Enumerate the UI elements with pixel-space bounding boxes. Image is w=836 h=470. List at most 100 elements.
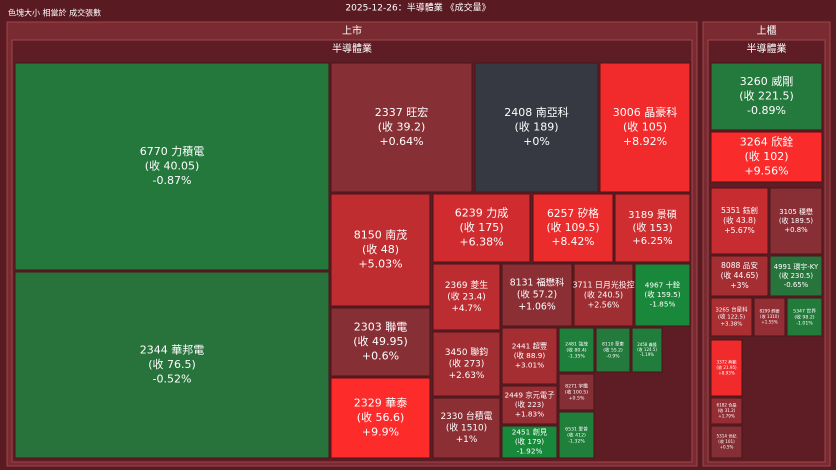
tile-change-label: -1.85% (650, 300, 676, 309)
tile-change-label: +2.63% (449, 371, 485, 381)
tile-close-label: (收 109.5) (546, 221, 599, 234)
tile-name: 5351 鈺創 (721, 205, 758, 215)
tile-name: 8271 宇瞻 (565, 382, 588, 389)
sector-name: 半導體業 (332, 42, 372, 55)
tile-name: 2329 華泰 (354, 396, 408, 410)
tile-name: 2303 聯電 (354, 321, 408, 334)
tile-close-label: (收 122.5) (718, 313, 745, 321)
tile (710, 425, 743, 459)
tile-change-label: -1.19% (640, 352, 654, 357)
tile (474, 62, 599, 193)
tile (710, 255, 769, 297)
tile-change-label: +0% (523, 135, 550, 148)
tile-change-label: +0.5% (569, 396, 585, 402)
tile-change-label: +3.38% (720, 322, 742, 328)
tile-name: 3372 典範 (717, 359, 737, 365)
tile-name: 6770 力積電 (140, 144, 205, 158)
tile-name: 2344 華邦電 (140, 344, 205, 357)
tile-name: 3450 聯鈞 (445, 346, 488, 358)
tile-close-label: (收 153) (632, 221, 672, 234)
tile (532, 193, 614, 263)
tile-change-label: +0.64% (379, 135, 423, 148)
tile-name: 8110 華東 (602, 341, 624, 348)
tile (432, 263, 501, 331)
tile-name: 6257 矽格 (547, 207, 599, 220)
tile-change-label: +0.5% (720, 444, 734, 449)
tile (634, 263, 691, 327)
tile (501, 327, 558, 385)
tile (710, 131, 823, 183)
tile (330, 307, 431, 377)
tile-change-label: +6.25% (632, 236, 672, 247)
tile-change-label: +1% (456, 435, 478, 445)
tile (558, 373, 595, 411)
tile-name: 8131 福懋科 (510, 276, 565, 288)
sector-name: 半導體業 (747, 42, 787, 55)
tile-name: 8299 群聯 (760, 308, 780, 314)
tile-name: 4991 環宇-KY (774, 262, 819, 271)
tile (14, 271, 330, 459)
tile (558, 327, 595, 373)
tile-close-label: (收 179) (515, 437, 544, 446)
tile-name: 4967 十銓 (645, 280, 681, 289)
tile-change-label: -1.32% (568, 439, 585, 445)
tile-name: 3105 穩懋 (779, 207, 813, 216)
tile (14, 62, 330, 271)
tile-close-label: (收 273) (449, 358, 485, 370)
size-note: 色塊大小 相當於 成交張數 (8, 8, 101, 18)
tile (631, 327, 663, 373)
tile (710, 187, 769, 255)
tile-name: 3711 日月光投控 (572, 279, 634, 289)
tile (558, 411, 595, 459)
tile-close-label: (收 221.5) (739, 89, 794, 103)
tile-name: 3006 晶豪科 (613, 105, 678, 119)
tile-close-label: (收 175) (459, 220, 503, 234)
tile (769, 187, 823, 255)
tile-close-label: (收 49.95) (353, 334, 408, 348)
tile (753, 297, 786, 337)
tile (769, 255, 823, 297)
group-name: 上市 (342, 24, 362, 37)
tile-change-label: +1.83% (515, 410, 544, 419)
tile-change-label: -1.01% (796, 321, 813, 327)
tile-close-label: (收 412) (567, 432, 586, 439)
tile-change-label: +5.67% (724, 226, 755, 235)
tile-close-label: (收 230.5) (779, 271, 813, 280)
tile-change-label: -0.9% (606, 353, 620, 359)
tile-change-label: -0.52% (153, 372, 192, 385)
tile-close-label: (收 43.8) (723, 215, 756, 225)
tile-close-label: (收 240.5) (584, 290, 623, 300)
tile (710, 62, 823, 131)
tile-change-label: +0.6% (362, 349, 399, 362)
tile-change-label: +5.03% (358, 257, 402, 270)
tile-change-label: -1.35% (568, 354, 585, 360)
tile-close-label: (收 44.65) (721, 270, 759, 280)
tile-close-label: (收 31.2) (718, 407, 736, 413)
tile-close-label: (收 88.9) (514, 351, 546, 360)
tile-close-label: (收 102) (744, 149, 788, 163)
tile-name: 2408 南亞科 (504, 105, 569, 119)
tile (710, 339, 743, 397)
tile-name: 2369 菱生 (445, 279, 488, 291)
tile-name: 2458 義隆 (637, 341, 656, 347)
tile-name: 8088 品安 (721, 260, 758, 270)
tile-change-label: -0.65% (784, 281, 809, 289)
tile (330, 62, 473, 193)
tile-close-label: (收 189.5) (779, 216, 813, 225)
tile-change-label: +8.42% (552, 235, 595, 248)
tile (710, 297, 753, 337)
tile-close-label: (收 1310) (760, 313, 779, 319)
tile-change-label: -0.89% (747, 104, 786, 117)
tile-change-label: +4.7% (452, 304, 482, 314)
tile-name: 2451 創見 (512, 427, 548, 436)
tile (432, 397, 501, 459)
tile-name: 2330 台積電 (440, 410, 492, 422)
tile-change-label: +1.55% (761, 319, 778, 324)
tile-close-label: (收 189) (514, 120, 558, 134)
tile-close-label: (收 124.5) (637, 346, 657, 352)
tile-change-label: +1.79% (718, 413, 735, 418)
tile-close-label: (收 159.5) (644, 290, 680, 299)
tile (330, 193, 431, 307)
tile-close-label: (收 55.2) (603, 347, 623, 354)
